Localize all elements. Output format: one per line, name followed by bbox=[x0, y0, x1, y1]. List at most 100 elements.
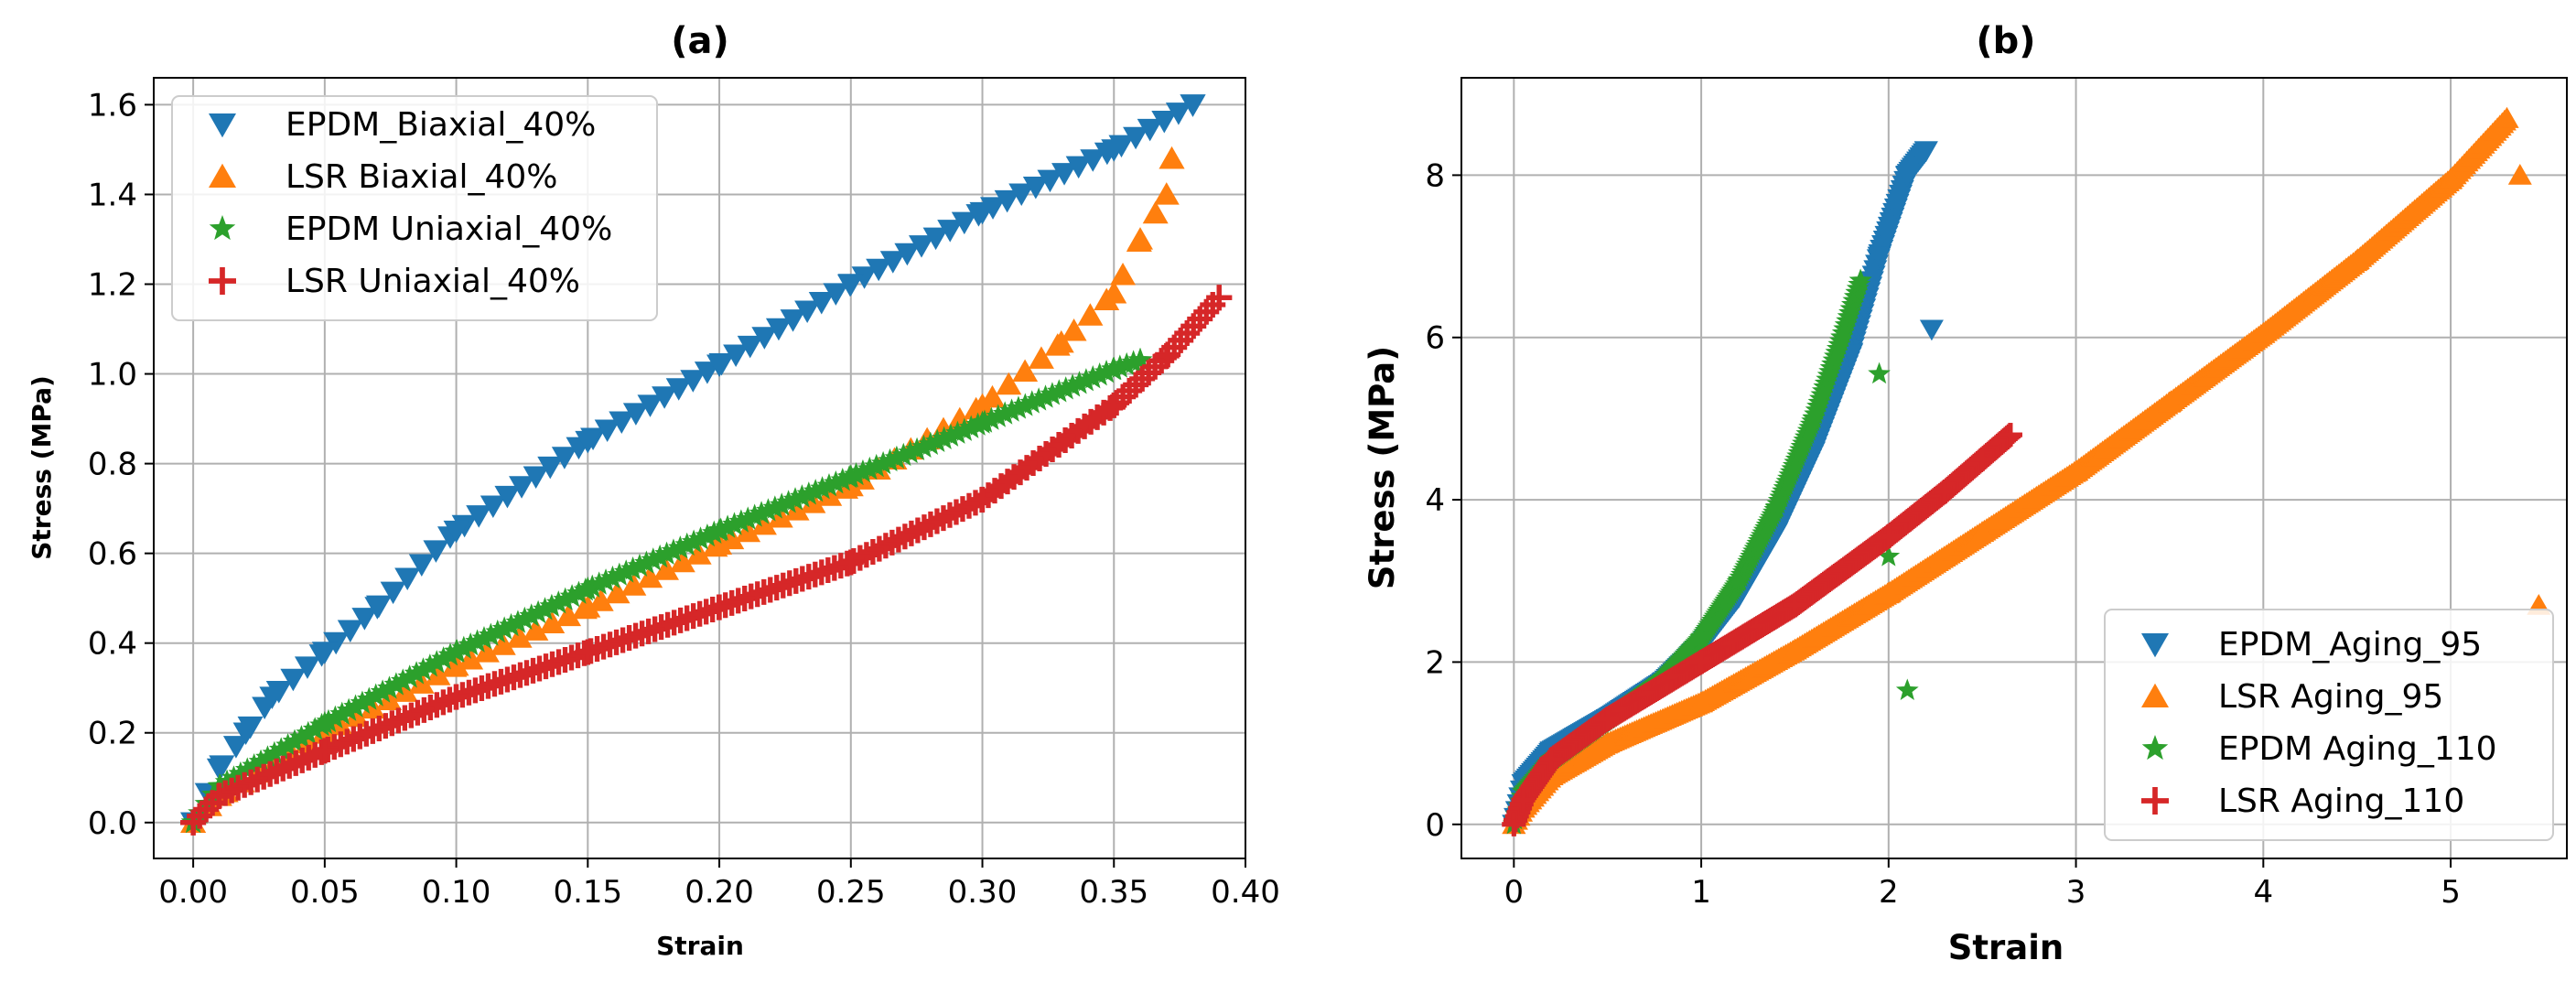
data-point bbox=[343, 694, 368, 718]
data-point bbox=[575, 639, 601, 665]
data-point bbox=[1026, 387, 1051, 411]
legend-item-epdm-biaxial: EPDM_Biaxial_40% bbox=[209, 106, 596, 144]
data-point bbox=[1053, 376, 1079, 400]
data-point bbox=[654, 541, 679, 565]
data-point bbox=[408, 554, 435, 577]
legend-marker-lsr-biaxial bbox=[209, 163, 236, 188]
data-point bbox=[473, 640, 500, 663]
a-x-tick-label: 0.20 bbox=[684, 874, 754, 911]
data-point bbox=[951, 211, 977, 235]
data-point bbox=[823, 283, 849, 306]
data-point bbox=[451, 635, 477, 659]
data-point bbox=[397, 664, 422, 688]
data-point bbox=[1060, 373, 1085, 397]
data-point bbox=[221, 765, 246, 789]
data-point bbox=[922, 227, 949, 251]
data-point bbox=[392, 679, 418, 702]
b-x-tick-label: 5 bbox=[2441, 874, 2461, 911]
legend-label-epdm-biaxial: EPDM_Biaxial_40% bbox=[286, 106, 596, 144]
data-point bbox=[228, 761, 253, 785]
data-point bbox=[559, 584, 585, 608]
data-point bbox=[742, 503, 767, 527]
data-point bbox=[471, 625, 497, 650]
data-point bbox=[1206, 285, 1233, 311]
data-point bbox=[491, 616, 517, 640]
data-point-outlier bbox=[1868, 362, 1891, 384]
data-point bbox=[268, 737, 294, 761]
data-point bbox=[665, 378, 692, 401]
data-point bbox=[1127, 227, 1154, 250]
legend-marker-lsr-uniaxial bbox=[209, 267, 236, 295]
data-point bbox=[466, 505, 492, 528]
data-point bbox=[969, 201, 996, 225]
data-point bbox=[465, 629, 490, 653]
legend-marker bbox=[2141, 787, 2169, 815]
series-lsr-aging-95 bbox=[1502, 106, 2551, 835]
data-point bbox=[262, 740, 287, 765]
legend-marker-epdm-aging-95 bbox=[2141, 633, 2169, 658]
legend-item-lsr-aging-110: LSR Aging_110 bbox=[2141, 782, 2464, 820]
data-point bbox=[969, 393, 996, 416]
panel-b-legend-box bbox=[2104, 609, 2554, 841]
data-point bbox=[576, 576, 600, 600]
data-point bbox=[728, 509, 754, 533]
panel-b-series bbox=[1502, 106, 2551, 836]
data-point bbox=[1067, 371, 1092, 394]
data-point bbox=[1123, 126, 1149, 150]
data-point bbox=[1101, 392, 1127, 418]
data-point bbox=[1502, 812, 1526, 836]
a-y-tick-label: 0.2 bbox=[88, 716, 137, 752]
data-point bbox=[1073, 368, 1099, 392]
data-point-outlier bbox=[1877, 545, 1901, 567]
data-point bbox=[275, 732, 300, 757]
data-point bbox=[1142, 200, 1169, 224]
a-x-tick-label: 0.35 bbox=[1079, 874, 1148, 911]
data-point bbox=[622, 403, 649, 426]
data-point bbox=[551, 447, 577, 469]
data-point bbox=[1511, 788, 1536, 813]
data-point bbox=[380, 581, 406, 605]
panel-a-y-ticks: 0.0 0.2 0.4 0.6 0.8 1.0 1.2 1.4 1.6 bbox=[88, 87, 154, 842]
data-point bbox=[782, 487, 808, 511]
data-point bbox=[600, 565, 625, 589]
data-point bbox=[523, 466, 549, 490]
data-point bbox=[837, 274, 864, 297]
data-point bbox=[803, 479, 828, 502]
data-point bbox=[1970, 447, 1995, 471]
data-point bbox=[458, 632, 483, 656]
panel-b-y-ticks: 0 2 4 6 8 bbox=[1425, 157, 1461, 844]
data-point bbox=[945, 420, 970, 444]
legend-marker-epdm-aging-110 bbox=[2141, 735, 2169, 761]
data-point bbox=[1087, 362, 1112, 386]
data-point bbox=[1764, 495, 1788, 518]
data-point bbox=[424, 650, 449, 674]
panel-a-x-axis-label: Strain bbox=[656, 931, 744, 961]
data-point bbox=[437, 642, 463, 666]
data-point bbox=[575, 430, 601, 454]
legend-item-lsr-biaxial: LSR Biaxial_40% bbox=[209, 158, 558, 196]
data-point bbox=[242, 753, 266, 777]
data-point bbox=[790, 484, 814, 508]
data-point bbox=[1153, 342, 1180, 369]
a-x-tick-label: 0.30 bbox=[948, 874, 1018, 911]
data-point bbox=[1689, 650, 1714, 674]
data-point bbox=[620, 573, 647, 596]
data-point bbox=[627, 553, 652, 577]
data-point bbox=[780, 309, 806, 332]
legend-marker bbox=[2141, 633, 2169, 658]
data-point bbox=[323, 705, 348, 728]
data-point bbox=[668, 535, 693, 559]
a-x-tick-label: 0.25 bbox=[816, 874, 886, 911]
data-point bbox=[1727, 568, 1751, 591]
data-point bbox=[311, 642, 338, 664]
data-point bbox=[539, 593, 565, 618]
a-y-tick-label: 1.4 bbox=[88, 177, 137, 213]
data-point bbox=[969, 486, 996, 513]
data-point bbox=[294, 656, 320, 679]
data-point bbox=[594, 419, 620, 443]
data-point bbox=[206, 782, 232, 809]
data-point bbox=[1028, 346, 1054, 369]
data-point bbox=[2344, 249, 2369, 270]
data-point bbox=[1094, 360, 1119, 383]
data-point bbox=[1121, 350, 1146, 373]
